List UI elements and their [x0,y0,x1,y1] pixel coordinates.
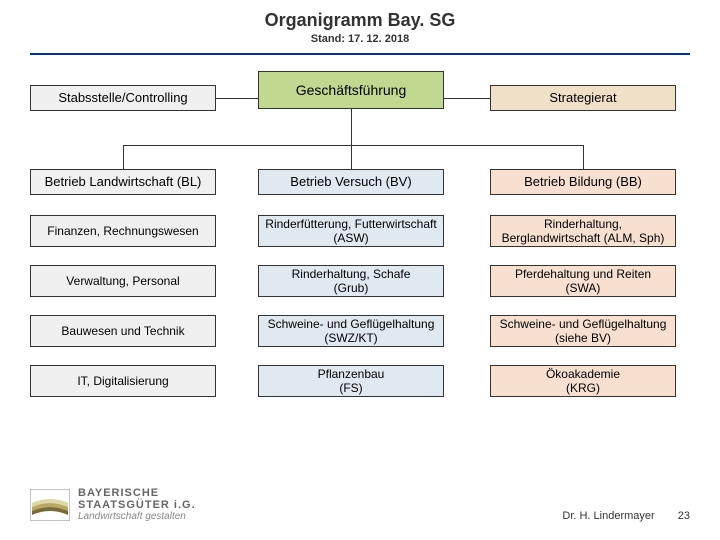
node-bl_1: Finanzen, Rechnungswesen [30,215,216,247]
node-bv_head: Betrieb Versuch (BV) [258,169,444,195]
node-bv_4: Pflanzenbau(FS) [258,365,444,397]
logo-line1: BAYERISCHE [78,487,196,499]
page-subtitle: Stand: 17. 12. 2018 [0,33,720,45]
node-bv_3: Schweine- und Geflügelhaltung(SWZ/KT) [258,315,444,347]
node-strategierat: Strategierat [490,85,676,111]
node-stabsstelle: Stabsstelle/Controlling [30,85,216,111]
connector-1 [444,98,490,99]
node-bb_1: Rinderhaltung,Berglandwirtschaft (ALM, S… [490,215,676,247]
connector-4 [123,145,124,169]
footer-logo: BAYERISCHE STAATSGÜTER i.G. Landwirtscha… [30,487,196,522]
org-chart: Geschäftsführung Stabsstelle/Controlling S… [0,55,720,435]
logo-tagline: Landwirtschaft gestalten [78,511,196,522]
page-title: Organigramm Bay. SG [0,10,720,31]
node-bv_1: Rinderfütterung, Futterwirtschaft(ASW) [258,215,444,247]
node-bl_head: Betrieb Landwirtschaft (BL) [30,169,216,195]
node-bb_head: Betrieb Bildung (BB) [490,169,676,195]
logo-icon [30,489,70,521]
connector-6 [583,145,584,169]
footer-author: Dr. H. Lindermayer [562,510,654,522]
connector-2 [351,109,352,145]
node-bv_2: Rinderhaltung, Schafe(Grub) [258,265,444,297]
node-geschaeftsfuehrung: Geschäftsführung [258,71,444,109]
node-bb_4: Ökoakademie(KRG) [490,365,676,397]
connector-5 [351,145,352,169]
footer-meta: Dr. H. Lindermayer 23 [562,510,690,522]
connector-0 [216,98,258,99]
node-bl_3: Bauwesen und Technik [30,315,216,347]
logo-line2: STAATSGÜTER i.G. [78,499,196,511]
connector-3 [123,145,583,146]
node-bb_3: Schweine- und Geflügelhaltung(siehe BV) [490,315,676,347]
node-bb_2: Pferdehaltung und Reiten(SWA) [490,265,676,297]
node-bl_2: Verwaltung, Personal [30,265,216,297]
page-number: 23 [678,510,690,522]
node-bl_4: IT, Digitalisierung [30,365,216,397]
